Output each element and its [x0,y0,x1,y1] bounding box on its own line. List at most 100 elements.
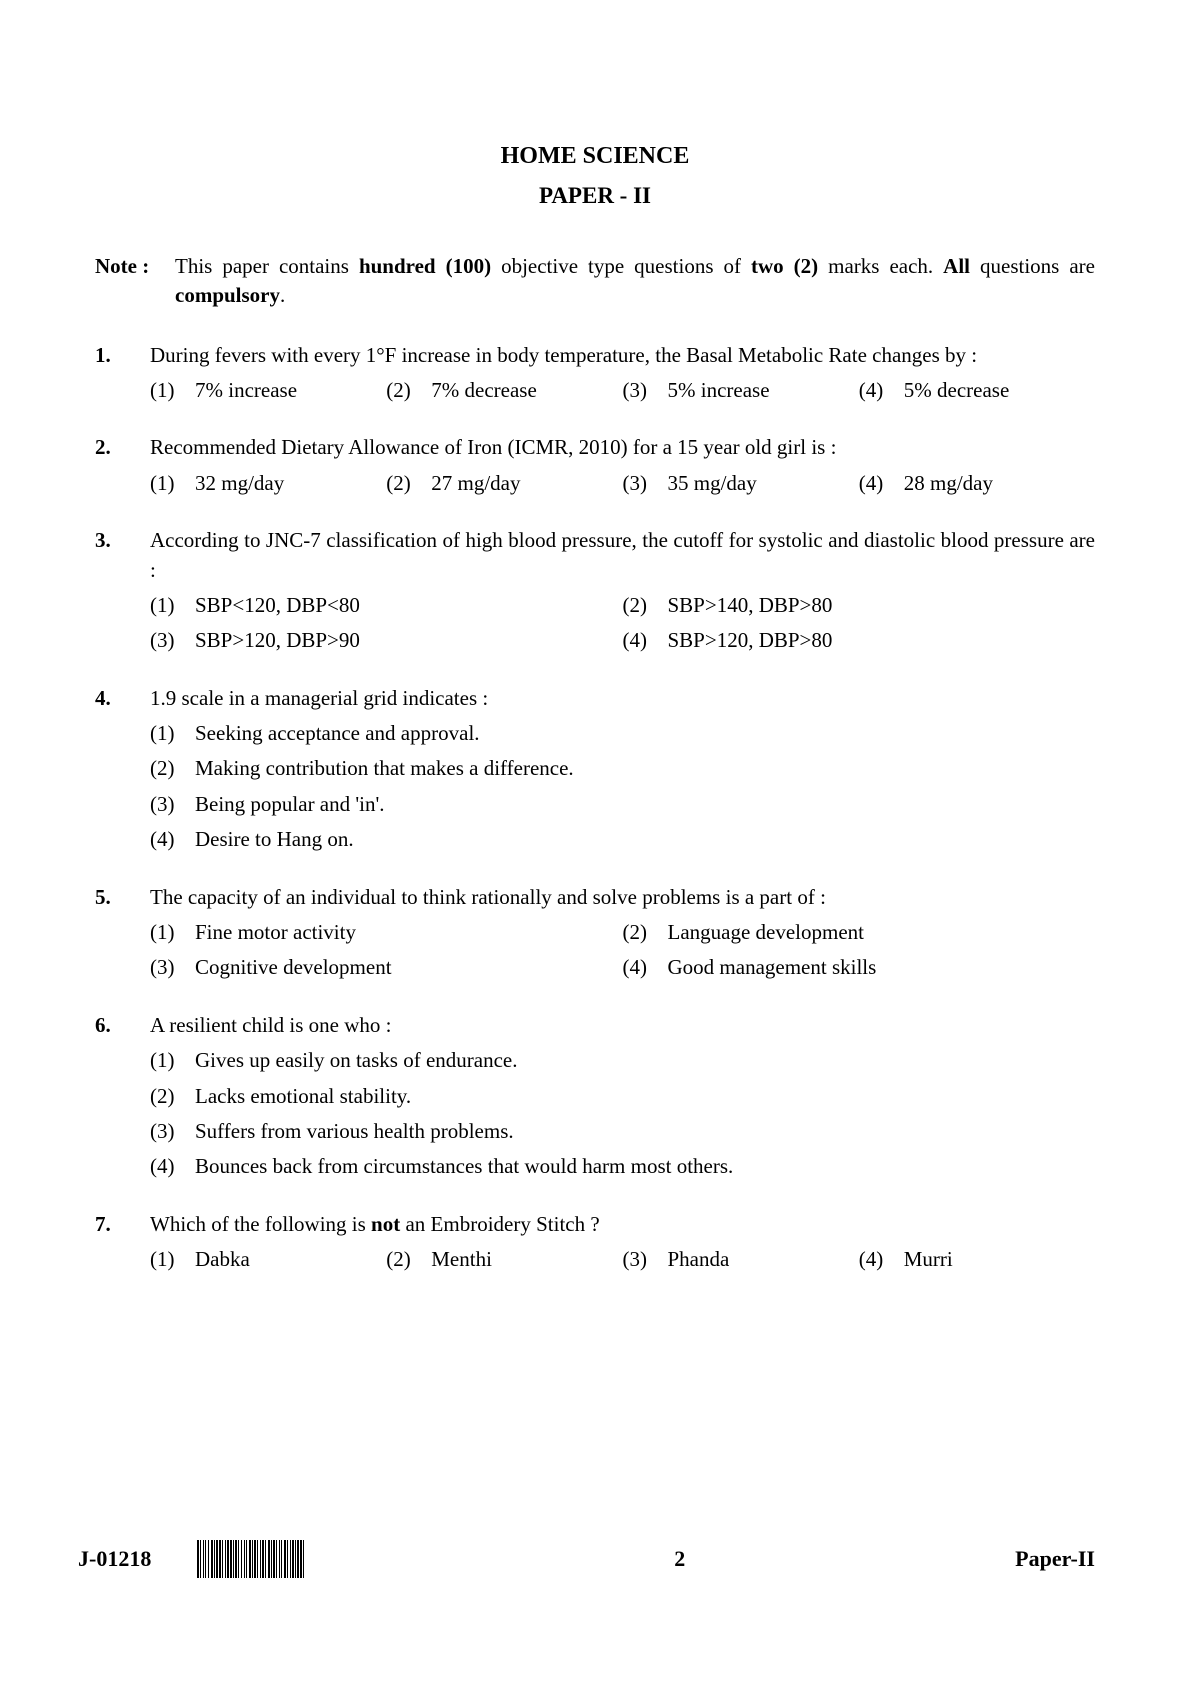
option-number: (3) [623,376,668,405]
option-number: (3) [150,1117,195,1146]
option: (4)Good management skills [623,953,1096,982]
option: (4)Desire to Hang on. [150,825,1095,854]
option: (2)7% decrease [386,376,622,405]
option-number: (3) [150,626,195,655]
option-text: Lacks emotional stability. [195,1082,1095,1111]
option-number: (1) [150,591,195,620]
option: (3)Cognitive development [150,953,623,982]
option: (3)35 mg/day [623,469,859,498]
note-label: Note : [95,252,175,311]
option-number: (4) [859,469,904,498]
option: (4)5% decrease [859,376,1095,405]
option: (1)Dabka [150,1245,386,1274]
question-text: The capacity of an individual to think r… [150,883,1095,912]
option: (1)Fine motor activity [150,918,623,947]
option-number: (2) [623,918,668,947]
question-block: 4.1.9 scale in a managerial grid indicat… [95,684,1095,855]
question-text: According to JNC-7 classification of hig… [150,526,1095,585]
question-block: 1.During fevers with every 1°F increase … [95,341,1095,406]
option-number: (4) [859,1245,904,1274]
option-text: Good management skills [668,953,1096,982]
option: (3)SBP>120, DBP>90 [150,626,623,655]
question-number: 2. [95,433,150,462]
option-number: (2) [386,1245,431,1274]
option: (2)Lacks emotional stability. [150,1082,1095,1111]
option: (3)5% increase [623,376,859,405]
question-number: 4. [95,684,150,713]
question-number: 6. [95,1011,150,1040]
option: (4)28 mg/day [859,469,1095,498]
question-text: A resilient child is one who : [150,1011,1095,1040]
option-text: 5% decrease [904,376,1095,405]
option-text: Fine motor activity [195,918,623,947]
page-container: HOME SCIENCE PAPER - II Note : This pape… [0,0,1190,1683]
option: (2)Language development [623,918,1096,947]
option: (3)Phanda [623,1245,859,1274]
question-block: 7.Which of the following is not an Embro… [95,1210,1095,1275]
option-text: SBP>120, DBP>90 [195,626,623,655]
option-number: (3) [623,1245,668,1274]
questions-container: 1.During fevers with every 1°F increase … [95,341,1095,1275]
option-text: 7% decrease [431,376,622,405]
question-text: 1.9 scale in a managerial grid indicates… [150,684,1095,713]
option-text: 35 mg/day [668,469,859,498]
option-number: (2) [386,376,431,405]
option-number: (1) [150,376,195,405]
paper-label: Paper-II [1015,1544,1095,1575]
option-text: 7% increase [195,376,386,405]
option-number: (4) [623,626,668,655]
option: (2)27 mg/day [386,469,622,498]
option-number: (4) [150,825,195,854]
option-number: (1) [150,719,195,748]
question-block: 5.The capacity of an individual to think… [95,883,1095,983]
option-number: (4) [859,376,904,405]
note-text: This paper contains hundred (100) object… [175,252,1095,311]
option-text: Dabka [195,1245,386,1274]
option-text: Suffers from various health problems. [195,1117,1095,1146]
option-text: 32 mg/day [195,469,386,498]
question-number: 7. [95,1210,150,1239]
question-block: 3.According to JNC-7 classification of h… [95,526,1095,656]
option-text: 5% increase [668,376,859,405]
option-number: (2) [386,469,431,498]
option: (4)Bounces back from circumstances that … [150,1152,1095,1181]
option-number: (3) [623,469,668,498]
option-number: (4) [623,953,668,982]
option-text: SBP<120, DBP<80 [195,591,623,620]
option: (3)Being popular and 'in'. [150,790,1095,819]
option: (1)Gives up easily on tasks of endurance… [150,1046,1095,1075]
option-number: (1) [150,918,195,947]
option-number: (2) [150,754,195,783]
option-number: (2) [623,591,668,620]
option-text: Bounces back from circumstances that wou… [195,1152,1095,1181]
option: (2)Menthi [386,1245,622,1274]
question-block: 6.A resilient child is one who : (1)Gives… [95,1011,1095,1182]
option-text: Desire to Hang on. [195,825,1095,854]
document-header: HOME SCIENCE PAPER - II [95,140,1095,212]
option: (2)SBP>140, DBP>80 [623,591,1096,620]
page-number: 2 [674,1544,685,1575]
option: (4)Murri [859,1245,1095,1274]
question-text: Recommended Dietary Allowance of Iron (I… [150,433,1095,462]
question-text: During fevers with every 1°F increase in… [150,341,1095,370]
option-text: Making contribution that makes a differe… [195,754,1095,783]
footer-left: J-01218 [78,1540,344,1578]
option: (1)7% increase [150,376,386,405]
option: (1)SBP<120, DBP<80 [150,591,623,620]
option-text: Being popular and 'in'. [195,790,1095,819]
option: (2)Making contribution that makes a diff… [150,754,1095,783]
question-text: Which of the following is not an Embroid… [150,1210,1095,1239]
option-text: Murri [904,1245,1095,1274]
option: (1)32 mg/day [150,469,386,498]
option-number: (1) [150,1245,195,1274]
option: (3)Suffers from various health problems. [150,1117,1095,1146]
question-number: 5. [95,883,150,912]
option-text: Cognitive development [195,953,623,982]
option-text: 28 mg/day [904,469,1095,498]
option-text: 27 mg/day [431,469,622,498]
option-text: Gives up easily on tasks of endurance. [195,1046,1095,1075]
document-title: HOME SCIENCE [95,140,1095,174]
option-number: (2) [150,1082,195,1111]
option-text: Seeking acceptance and approval. [195,719,1095,748]
option: (1)Seeking acceptance and approval. [150,719,1095,748]
